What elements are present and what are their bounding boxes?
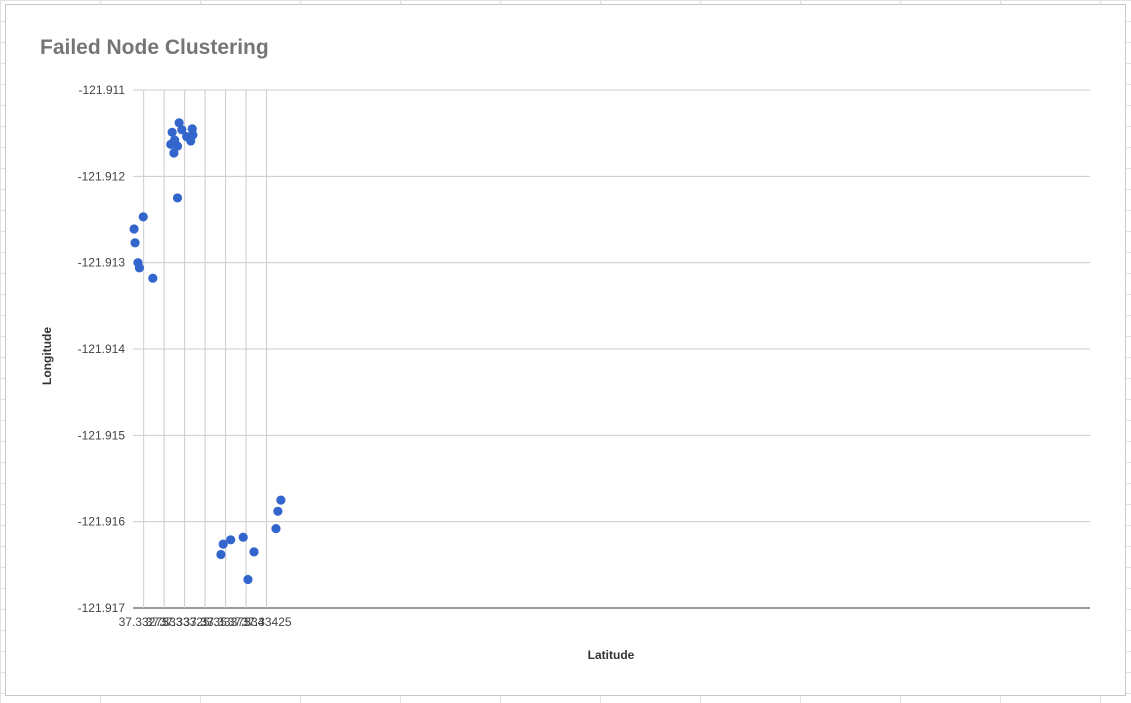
- data-point[interactable]: [188, 130, 198, 140]
- x-tick-label: 37.333: [146, 615, 183, 629]
- data-point[interactable]: [174, 118, 184, 128]
- data-point[interactable]: [243, 574, 253, 585]
- data-point[interactable]: [273, 506, 283, 516]
- data-point[interactable]: [134, 263, 144, 273]
- chart-title: Failed Node Clustering: [40, 36, 269, 59]
- data-point[interactable]: [169, 148, 179, 158]
- data-point[interactable]: [129, 224, 139, 234]
- data-point[interactable]: [218, 539, 228, 549]
- x-tick-label: 37.3335: [183, 615, 227, 629]
- data-point[interactable]: [249, 547, 259, 557]
- y-tick-label: -121.913: [78, 256, 126, 270]
- chart-container[interactable]: [5, 4, 1126, 696]
- data-point[interactable]: [130, 238, 140, 248]
- x-tick-label: 37.33275: [119, 615, 169, 629]
- tick-labels: -121.911 -121.912 -121.913 -121.914 -121.915…: [78, 83, 292, 629]
- data-point[interactable]: [271, 523, 281, 534]
- x-axis-label: Latitude: [588, 648, 635, 662]
- x-tick-label: 37.33375: [201, 615, 251, 629]
- data-point[interactable]: [216, 549, 226, 560]
- data-point[interactable]: [172, 141, 183, 151]
- gridlines: [133, 89, 1090, 609]
- x-tick-label: 37.33425: [242, 615, 292, 629]
- data-point[interactable]: [226, 535, 236, 545]
- y-tick-label: -121.916: [78, 515, 126, 529]
- data-point[interactable]: [148, 273, 158, 283]
- y-tick-label: -121.911: [79, 83, 126, 97]
- data-points: [129, 118, 286, 585]
- data-point[interactable]: [172, 193, 183, 203]
- data-point[interactable]: [177, 125, 187, 135]
- y-tick-label: -121.915: [78, 428, 126, 442]
- data-point[interactable]: [138, 212, 148, 222]
- data-point[interactable]: [238, 532, 248, 542]
- y-axis-label: Longitude: [40, 327, 54, 385]
- x-tick-label: 37.33325: [160, 615, 210, 629]
- data-point[interactable]: [276, 495, 286, 505]
- data-point[interactable]: [167, 127, 177, 137]
- x-tick-label: 37.334: [228, 615, 265, 629]
- y-tick-label: -121.912: [78, 169, 126, 183]
- y-tick-label: -121.914: [78, 342, 126, 356]
- y-tick-label: -121.917: [78, 601, 126, 615]
